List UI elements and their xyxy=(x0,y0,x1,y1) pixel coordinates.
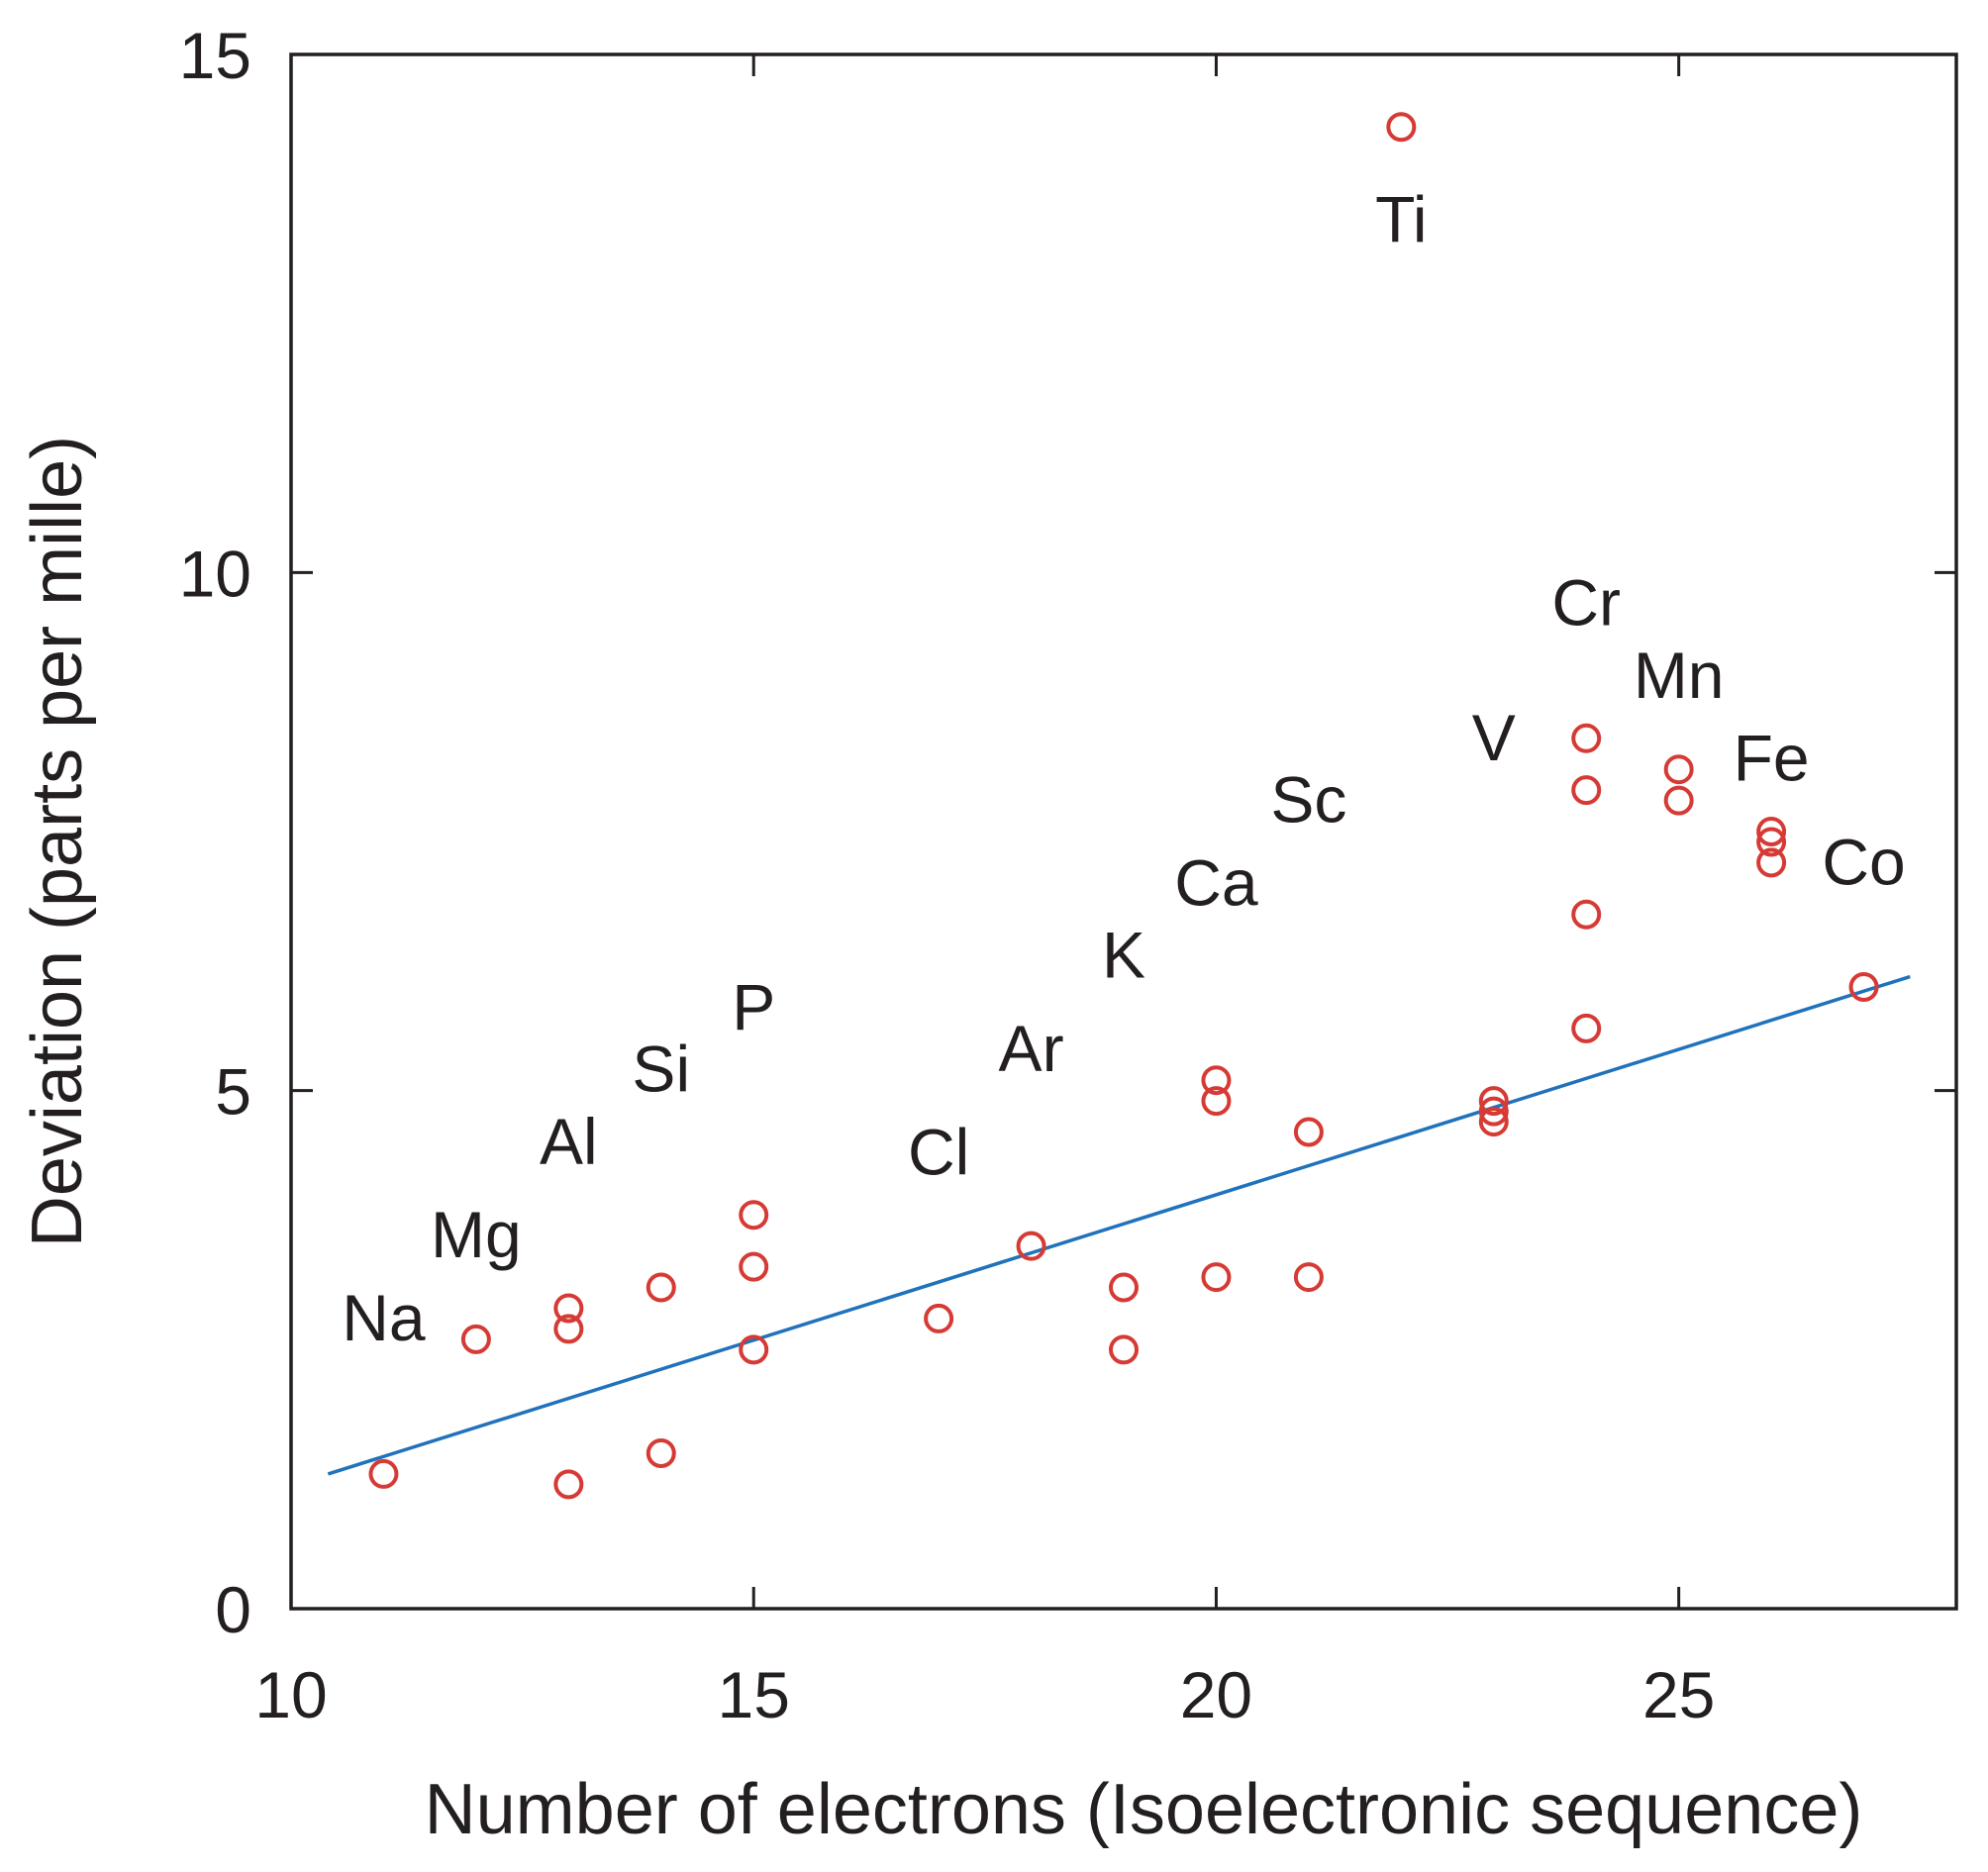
fit-line-layer xyxy=(327,974,1911,1476)
data-point xyxy=(553,1293,584,1324)
data-point xyxy=(1478,1096,1509,1127)
x-tick-label: 25 xyxy=(1642,1658,1715,1731)
data-point xyxy=(1109,1272,1139,1303)
element-label: P xyxy=(732,970,775,1043)
y-tick-label: 10 xyxy=(179,537,251,610)
y-axis-title: Deviation (parts per mille) xyxy=(18,436,97,1247)
data-point xyxy=(646,1438,676,1468)
data-point xyxy=(739,1200,769,1231)
x-tick-label: 10 xyxy=(254,1658,327,1731)
data-point xyxy=(368,1458,399,1489)
data-point xyxy=(739,1251,769,1282)
axes: 10 15 20 25 0 5 10 15 xyxy=(179,19,1958,1731)
element-label: Mn xyxy=(1634,639,1725,712)
data-point xyxy=(739,1334,769,1365)
data-point xyxy=(1201,1086,1232,1117)
x-axis-title: Number of electrons (Isoelectronic seque… xyxy=(425,1770,1863,1849)
element-label: Ti xyxy=(1375,182,1428,255)
element-label: Al xyxy=(540,1105,598,1178)
data-point xyxy=(1756,827,1787,857)
element-label: Ar xyxy=(999,1012,1064,1085)
data-point xyxy=(646,1272,676,1303)
element-label: Si xyxy=(632,1033,690,1106)
data-point xyxy=(1293,1262,1324,1293)
element-label: K xyxy=(1102,919,1145,992)
element-label: Fe xyxy=(1734,722,1810,795)
data-point xyxy=(1756,817,1787,846)
data-point xyxy=(1201,1262,1232,1293)
element-label: Sc xyxy=(1270,763,1346,837)
data-point xyxy=(1386,112,1417,143)
element-label: Ca xyxy=(1174,845,1258,919)
data-point xyxy=(553,1314,584,1344)
data-point xyxy=(1016,1231,1046,1261)
data-point xyxy=(1478,1086,1509,1117)
element-label: Na xyxy=(342,1281,426,1354)
data-point xyxy=(553,1469,584,1500)
data-point xyxy=(1201,1065,1232,1096)
element-label: Cl xyxy=(908,1115,969,1188)
element-label: Cr xyxy=(1551,566,1621,640)
data-point xyxy=(924,1303,954,1333)
fit-line xyxy=(327,974,1911,1476)
data-point xyxy=(1571,1013,1602,1043)
data-points xyxy=(368,112,1879,1500)
y-tick-label: 5 xyxy=(215,1055,251,1129)
plot-frame xyxy=(289,52,1958,1611)
element-label: V xyxy=(1472,701,1516,774)
data-point xyxy=(1571,723,1602,753)
data-point xyxy=(1478,1107,1509,1137)
x-tick-label: 15 xyxy=(718,1658,790,1731)
y-tick-label: 15 xyxy=(179,19,251,92)
data-point xyxy=(1663,785,1694,816)
data-point xyxy=(1293,1117,1324,1147)
x-tick-label: 20 xyxy=(1180,1658,1252,1731)
data-point xyxy=(1848,972,1879,1002)
data-point xyxy=(1756,847,1787,878)
data-point xyxy=(1571,899,1602,930)
data-point xyxy=(1109,1334,1139,1365)
data-point xyxy=(460,1324,491,1354)
element-label: Mg xyxy=(431,1198,522,1271)
element-label: Co xyxy=(1822,825,1905,898)
data-point xyxy=(1663,754,1694,785)
y-tick-label: 0 xyxy=(215,1573,251,1646)
data-point xyxy=(1571,775,1602,806)
